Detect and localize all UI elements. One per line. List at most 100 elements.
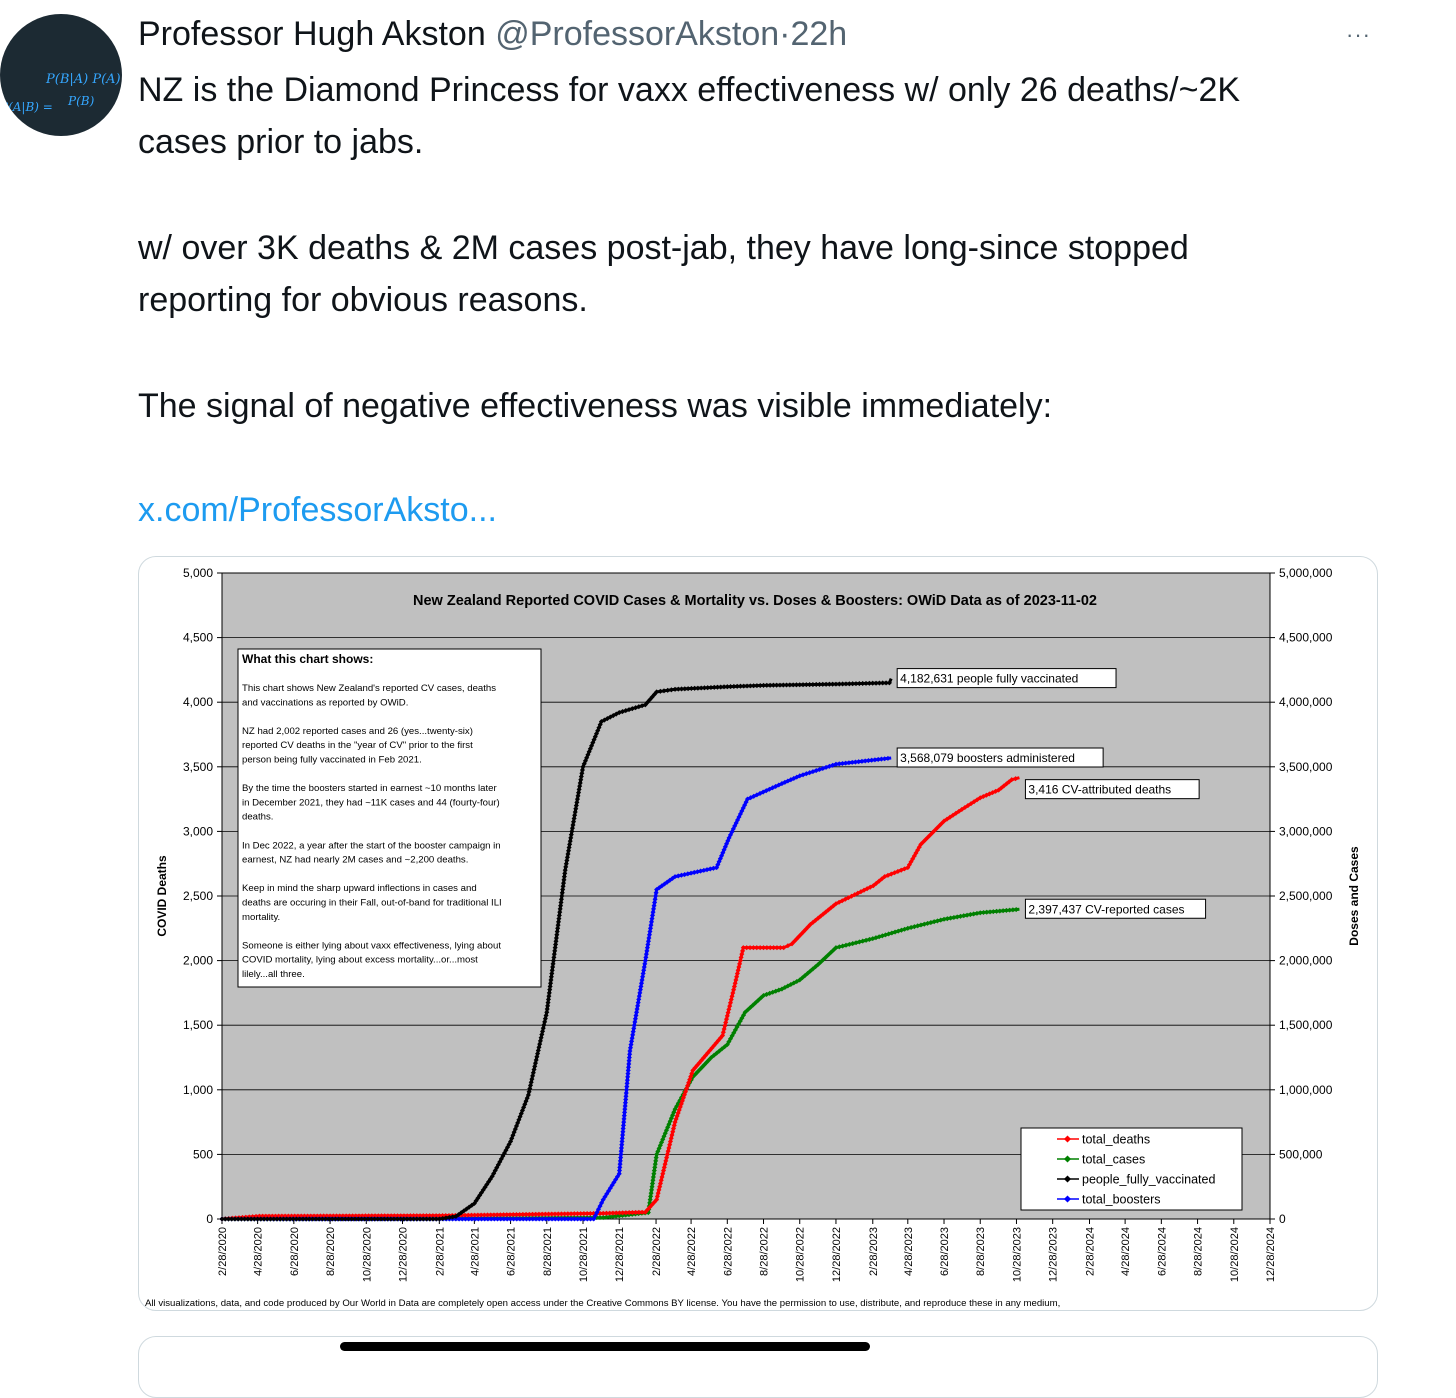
data-point-total_cases — [990, 909, 996, 915]
data-point-total_boosters — [627, 1048, 633, 1054]
data-point-total_boosters — [641, 964, 647, 970]
data-point-total_deaths — [546, 1211, 552, 1217]
x-tick-label: 6/28/2022 — [722, 1227, 734, 1276]
data-point-people_fully_vaccinated — [571, 819, 577, 825]
data-point-people_fully_vaccinated — [575, 793, 581, 799]
data-point-total_boosters — [618, 1145, 625, 1151]
data-point-total_deaths — [517, 1211, 523, 1218]
tweet-link[interactable]: x.com/ProfessorAksto... — [138, 491, 497, 529]
x-tick-label: 4/28/2022 — [686, 1227, 698, 1276]
data-point-people_fully_vaccinated — [551, 951, 557, 957]
data-point-total_boosters — [651, 903, 657, 909]
x-tick-label: 6/28/2020 — [289, 1227, 301, 1276]
data-point-people_fully_vaccinated — [554, 932, 560, 938]
data-point-total_boosters — [653, 893, 659, 899]
data-point-total_deaths — [581, 1211, 587, 1217]
data-point-total_cases — [653, 1158, 659, 1164]
x-tick-label: 8/28/2020 — [325, 1227, 337, 1276]
y-tick-label-right: 5,000,000 — [1279, 566, 1333, 580]
avatar[interactable]: P(B|A) P(A) P(A|B) = P(B) — [0, 14, 122, 136]
note-title: What this chart shows: — [242, 652, 373, 666]
note-line: lilely...all three. — [242, 969, 305, 980]
data-point-people_fully_vaccinated — [708, 684, 714, 691]
data-point-total_boosters — [626, 1058, 632, 1064]
data-point-total_cases — [648, 1190, 654, 1196]
data-point-total_boosters — [620, 1129, 626, 1135]
data-point-total_boosters — [636, 993, 642, 999]
note-line: By the time the boosters started in earn… — [242, 783, 497, 794]
data-point-people_fully_vaccinated — [555, 925, 561, 931]
x-tick-label: 10/28/2021 — [578, 1227, 590, 1282]
avatar-formula-left: P(A|B) = — [0, 100, 53, 114]
data-point-people_fully_vaccinated — [559, 893, 565, 899]
data-point-total_boosters — [622, 1109, 628, 1115]
x-tick-label: 4/28/2023 — [903, 1227, 915, 1276]
data-point-total_cases — [649, 1187, 655, 1193]
data-point-total_boosters — [616, 1168, 623, 1174]
data-point-total_deaths — [781, 945, 787, 951]
data-point-total_deaths — [603, 1210, 609, 1216]
data-point-total_boosters — [620, 1122, 626, 1128]
data-point-people_fully_vaccinated — [550, 961, 556, 967]
note-line: reported CV deaths in the "year of CV" p… — [242, 740, 473, 751]
y-tick-label-right: 3,000,000 — [1279, 824, 1333, 838]
legend-label-total_boosters: total_boosters — [1082, 1193, 1161, 1207]
data-point-total_boosters — [626, 1061, 632, 1067]
data-point-total_cases — [649, 1184, 655, 1190]
callout-box — [1024, 779, 1200, 800]
data-point-people_fully_vaccinated — [566, 845, 572, 851]
avatar-formula-top: P(B|A) P(A) — [46, 72, 121, 87]
data-point-people_fully_vaccinated — [572, 812, 578, 818]
x-tick-label: 8/28/2023 — [975, 1227, 987, 1276]
y-tick-label-right: 4,500,000 — [1279, 631, 1333, 645]
data-point-total_boosters — [638, 983, 644, 989]
x-tick-label: 10/28/2022 — [795, 1227, 807, 1282]
data-point-total_boosters — [650, 909, 656, 915]
data-point-total_cases — [1013, 907, 1019, 913]
data-point-total_deaths — [616, 1210, 622, 1216]
data-point-total_boosters — [631, 1022, 637, 1028]
data-point-people_fully_vaccinated — [563, 864, 569, 870]
data-point-total_boosters — [645, 938, 651, 944]
note-line: This chart shows New Zealand's reported … — [242, 683, 496, 694]
timestamp[interactable]: 22h — [790, 15, 848, 53]
data-point-total_cases — [954, 914, 960, 920]
callout-box — [896, 668, 1117, 689]
y-axis-left-label: COVID Deaths — [155, 855, 169, 937]
data-point-total_boosters — [646, 935, 652, 941]
data-point-people_fully_vaccinated — [886, 680, 892, 686]
x-tick-label: 8/28/2024 — [1193, 1227, 1205, 1276]
chart-image-card[interactable]: 0 500 1,000 1,500 2,000 2,500 3,000 3,500 4,000 4… — [138, 556, 1378, 1311]
data-point-total_deaths — [529, 1211, 536, 1217]
author-name[interactable]: Professor Hugh Akston — [138, 15, 486, 53]
y-tick-label-right: 2,500,000 — [1279, 889, 1333, 903]
data-point-total_boosters — [852, 759, 858, 765]
chart: 0 500 1,000 1,500 2,000 2,500 3,000 3,500 4,000 4… — [145, 566, 1361, 1309]
data-point-people_fully_vaccinated — [569, 828, 575, 834]
y-tick-label-left: 0 — [206, 1212, 213, 1226]
data-point-total_deaths — [488, 1212, 494, 1218]
data-point-people_fully_vaccinated — [548, 977, 554, 983]
data-point-total_deaths — [501, 1212, 507, 1218]
data-point-total_boosters — [644, 948, 650, 954]
callout-label: 3,416 CV-attributed deaths — [1028, 783, 1171, 797]
data-point-people_fully_vaccinated — [553, 935, 559, 941]
legend-label-people_fully_vaccinated: people_fully_vaccinated — [1082, 1173, 1215, 1187]
more-horizontal-icon[interactable]: ··· — [1346, 22, 1371, 47]
data-point-total_boosters — [617, 1161, 623, 1167]
data-point-total_deaths — [629, 1209, 635, 1216]
data-point-total_boosters — [625, 1067, 631, 1073]
avatar-formula-bottom: P(B) — [68, 94, 95, 108]
data-point-total_boosters — [648, 919, 655, 925]
data-point-total_boosters — [875, 756, 881, 763]
x-tick-label: 2/28/2024 — [1084, 1227, 1096, 1276]
data-point-total_deaths — [481, 1212, 487, 1218]
data-point-total_boosters — [618, 1151, 624, 1157]
data-point-total_cases — [1000, 908, 1006, 914]
y-tick-label-right: 500,000 — [1279, 1147, 1323, 1161]
author-handle[interactable]: @ProfessorAkston — [495, 15, 780, 53]
data-point-total_deaths — [552, 1211, 558, 1217]
data-point-people_fully_vaccinated — [552, 945, 558, 951]
x-tick-label: 2/28/2021 — [434, 1227, 446, 1276]
y-tick-label-left: 500 — [193, 1147, 213, 1161]
